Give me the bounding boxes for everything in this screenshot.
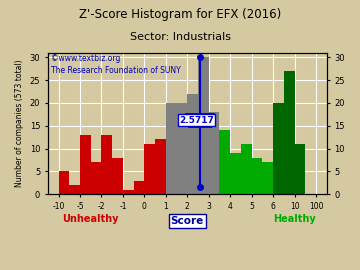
- Text: The Research Foundation of SUNY: The Research Foundation of SUNY: [51, 66, 180, 75]
- Bar: [166, 126, 176, 194]
- Bar: [176, 103, 187, 194]
- Bar: [284, 71, 294, 194]
- Bar: [123, 190, 134, 194]
- Bar: [166, 103, 176, 194]
- X-axis label: Score: Score: [171, 217, 204, 227]
- Bar: [262, 162, 273, 194]
- Text: Sector: Industrials: Sector: Industrials: [130, 32, 230, 42]
- Bar: [187, 94, 198, 194]
- Bar: [273, 103, 284, 194]
- Bar: [241, 144, 252, 194]
- Bar: [69, 185, 80, 194]
- Bar: [176, 130, 187, 194]
- Text: 2.5717: 2.5717: [179, 116, 214, 125]
- Bar: [252, 158, 262, 194]
- Bar: [144, 144, 155, 194]
- Bar: [80, 135, 91, 194]
- Bar: [155, 140, 166, 194]
- Bar: [134, 181, 144, 194]
- Bar: [220, 130, 230, 194]
- Bar: [59, 171, 69, 194]
- Bar: [102, 135, 112, 194]
- Bar: [284, 162, 294, 194]
- Bar: [198, 57, 209, 194]
- Bar: [294, 144, 305, 194]
- Bar: [230, 153, 241, 194]
- Text: Unhealthy: Unhealthy: [63, 214, 119, 224]
- Text: Healthy: Healthy: [273, 214, 316, 224]
- Bar: [112, 158, 123, 194]
- Bar: [273, 162, 284, 194]
- Text: Z'-Score Histogram for EFX (2016): Z'-Score Histogram for EFX (2016): [79, 8, 281, 21]
- Bar: [91, 162, 102, 194]
- Bar: [209, 112, 220, 194]
- Text: ©www.textbiz.org: ©www.textbiz.org: [51, 54, 120, 63]
- Y-axis label: Number of companies (573 total): Number of companies (573 total): [15, 60, 24, 187]
